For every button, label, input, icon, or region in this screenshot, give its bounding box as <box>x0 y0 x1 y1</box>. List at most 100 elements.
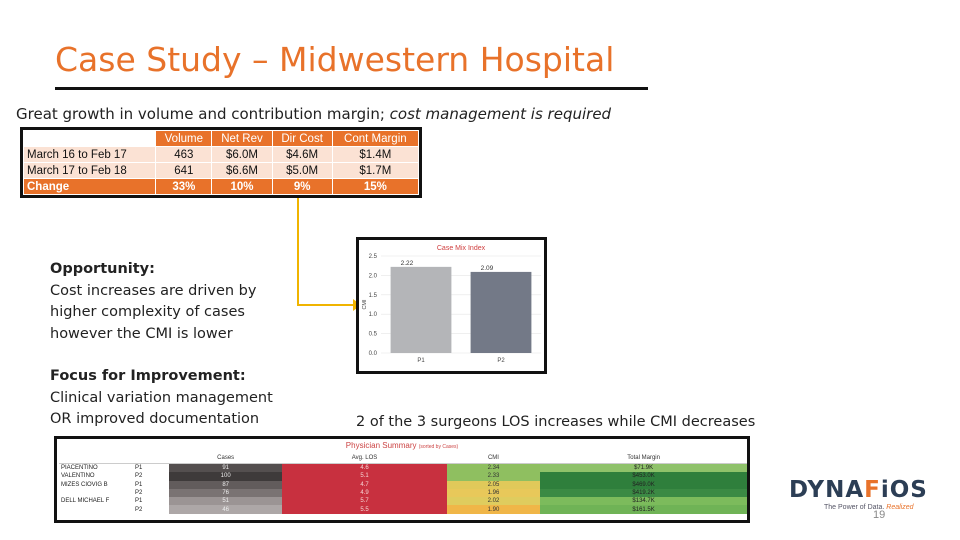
x-tick-label: P1 <box>417 358 425 364</box>
logo-o: i <box>880 477 890 503</box>
opportunity-line: higher complexity of cases <box>50 304 245 320</box>
y-axis-label: CMI <box>362 299 368 310</box>
physician-name: VALENTINO <box>61 473 95 480</box>
growth-change-row: Change 33% 10% 9% 15% <box>22 178 420 195</box>
slide-title: Case Study – Midwestern Hospital <box>55 40 615 79</box>
data-label: 2.22 <box>401 260 414 267</box>
y-tick-label: 2.5 <box>369 254 378 260</box>
chart-title: Case Mix Index <box>437 245 486 252</box>
header-net-rev: Net Rev <box>211 130 273 147</box>
cell-dir-cost: 9% <box>271 178 333 195</box>
page-number: 19 <box>873 509 886 521</box>
logo-mid: F <box>864 477 881 503</box>
physician-summary-header: Cases Avg. LOS CMI Total Margin <box>59 453 747 464</box>
focus-line: Clinical variation management <box>50 389 273 406</box>
y-tick-label: 2.0 <box>369 273 378 279</box>
physician-total-margin: $453.0K <box>540 472 747 481</box>
physician-period: P1 <box>135 498 143 505</box>
growth-table: Volume Net Rev Dir Cost Cont Margin Marc… <box>20 127 422 198</box>
opportunity-line: however the CMI is lower <box>50 325 233 342</box>
physician-summary-heading: Physician Summary <box>345 441 417 450</box>
physician-period: P2 <box>135 506 143 513</box>
physician-total-margin: $161.5K <box>540 505 747 514</box>
cell-volume: 33% <box>155 178 213 195</box>
focus-block: Focus for Improvement: Clinical variatio… <box>50 366 273 431</box>
dynafios-logo: DYNAFiOS <box>789 477 928 503</box>
cmi-chart: Case Mix Index 0.0 0.5 1.0 1.5 2.0 2.5 CMI 2.22 P… <box>356 237 547 374</box>
physician-period: P2 <box>135 490 143 497</box>
opportunity-line: Cost increases are driven by <box>50 282 257 299</box>
y-tick-label: 1.0 <box>369 312 378 318</box>
subtitle-lead: Great growth in volume and contribution … <box>16 105 390 123</box>
physician-row: MIZES CIOVIG B P1 87 4.7 2.05 $469.0K <box>59 480 747 489</box>
subtitle-emphasis: cost management is required <box>389 105 612 123</box>
physician-total-margin: $419.2K <box>540 488 747 498</box>
cell-cont-margin: 15% <box>331 178 420 195</box>
header-blank <box>22 130 157 147</box>
physician-total-margin: $71.9K <box>540 463 747 473</box>
tagline-emphasis: Realized <box>886 504 914 511</box>
title-underline <box>55 87 648 90</box>
physician-summary: Physician Summary (sorted by Cases) Case… <box>54 436 750 523</box>
cell-net-rev: 10% <box>211 178 273 195</box>
physician-cmi: 2.34 <box>446 463 541 473</box>
header-cmi: CMI <box>446 453 541 464</box>
physician-period: P2 <box>135 473 143 480</box>
physician-row: P2 76 4.9 1.96 $419.2K <box>59 488 747 498</box>
header-total-margin: Total Margin <box>540 453 747 464</box>
physician-cases: 91 <box>169 463 283 473</box>
cell-dir-cost: $4.6M <box>271 146 333 163</box>
physician-cases: 100 <box>169 472 283 481</box>
cell-cont-margin: $1.4M <box>331 146 420 163</box>
physician-summary-title: Physician Summary (sorted by Cases) <box>57 441 747 450</box>
growth-table-header: Volume Net Rev Dir Cost Cont Margin <box>22 130 420 147</box>
physician-cases: 76 <box>169 488 283 498</box>
physician-cmi: 1.90 <box>446 505 541 514</box>
physician-cases: 46 <box>169 505 283 514</box>
physician-summary-sort-note: (sorted by Cases) <box>418 444 459 450</box>
header-name <box>59 453 133 464</box>
data-label: 2.09 <box>481 265 494 272</box>
cell-volume: 641 <box>155 162 213 179</box>
physician-name: MIZES CIOVIG B <box>61 481 108 488</box>
y-tick-label: 1.5 <box>369 293 378 299</box>
physician-cmi: 2.33 <box>446 472 541 481</box>
cell-cont-margin: $1.7M <box>331 162 420 179</box>
opportunity-block: Opportunity: Cost increases are driven b… <box>50 259 256 345</box>
header-dir-cost: Dir Cost <box>271 130 333 147</box>
physician-name <box>59 505 133 513</box>
physician-row: PIACENTINO P1 91 4.6 2.34 $71.9K <box>59 463 747 473</box>
physician-cases: 51 <box>169 497 283 506</box>
bar-p1 <box>390 266 452 353</box>
bar-p2 <box>470 271 532 353</box>
header-cases: Cases <box>169 453 283 464</box>
header-avg-los: Avg. LOS <box>282 453 447 464</box>
row-label: March 17 to Feb 18 <box>22 162 157 179</box>
header-volume: Volume <box>155 130 213 147</box>
cell-volume: 463 <box>155 146 213 163</box>
connector-line-vertical <box>297 198 299 306</box>
tagline-lead: The Power of Data. <box>824 504 887 511</box>
physician-avg-los: 4.7 <box>282 480 447 489</box>
cell-net-rev: $6.0M <box>211 146 273 163</box>
physician-name: PIACENTINO <box>61 465 98 472</box>
opportunity-heading: Opportunity: <box>50 261 155 277</box>
physician-name: DELL MICHAEL F <box>61 498 110 505</box>
growth-row: March 16 to Feb 17 463 $6.0M $4.6M $1.4M <box>22 146 420 163</box>
cmi-caption: 2 of the 3 surgeons LOS increases while … <box>356 414 756 430</box>
physician-row: DELL MICHAEL F P1 51 5.7 2.02 $134.7K <box>59 497 747 506</box>
focus-line: OR improved documentation <box>50 411 260 427</box>
physician-avg-los: 5.7 <box>282 497 447 506</box>
logo-suffix: OS <box>889 477 928 503</box>
physician-avg-los: 5.1 <box>282 472 447 481</box>
physician-cmi: 2.02 <box>446 497 541 506</box>
cell-net-rev: $6.6M <box>211 162 273 179</box>
physician-cmi: 2.05 <box>446 480 541 489</box>
x-tick-label: P2 <box>497 358 505 364</box>
physician-total-margin: $134.7K <box>540 497 747 506</box>
physician-summary-table: Cases Avg. LOS CMI Total Margin PIACENTI… <box>59 453 747 514</box>
header-period <box>133 453 169 464</box>
physician-row: P2 46 5.5 1.90 $161.5K <box>59 505 747 514</box>
connector-line-horizontal <box>297 304 359 306</box>
slide-subtitle: Great growth in volume and contribution … <box>16 105 611 123</box>
